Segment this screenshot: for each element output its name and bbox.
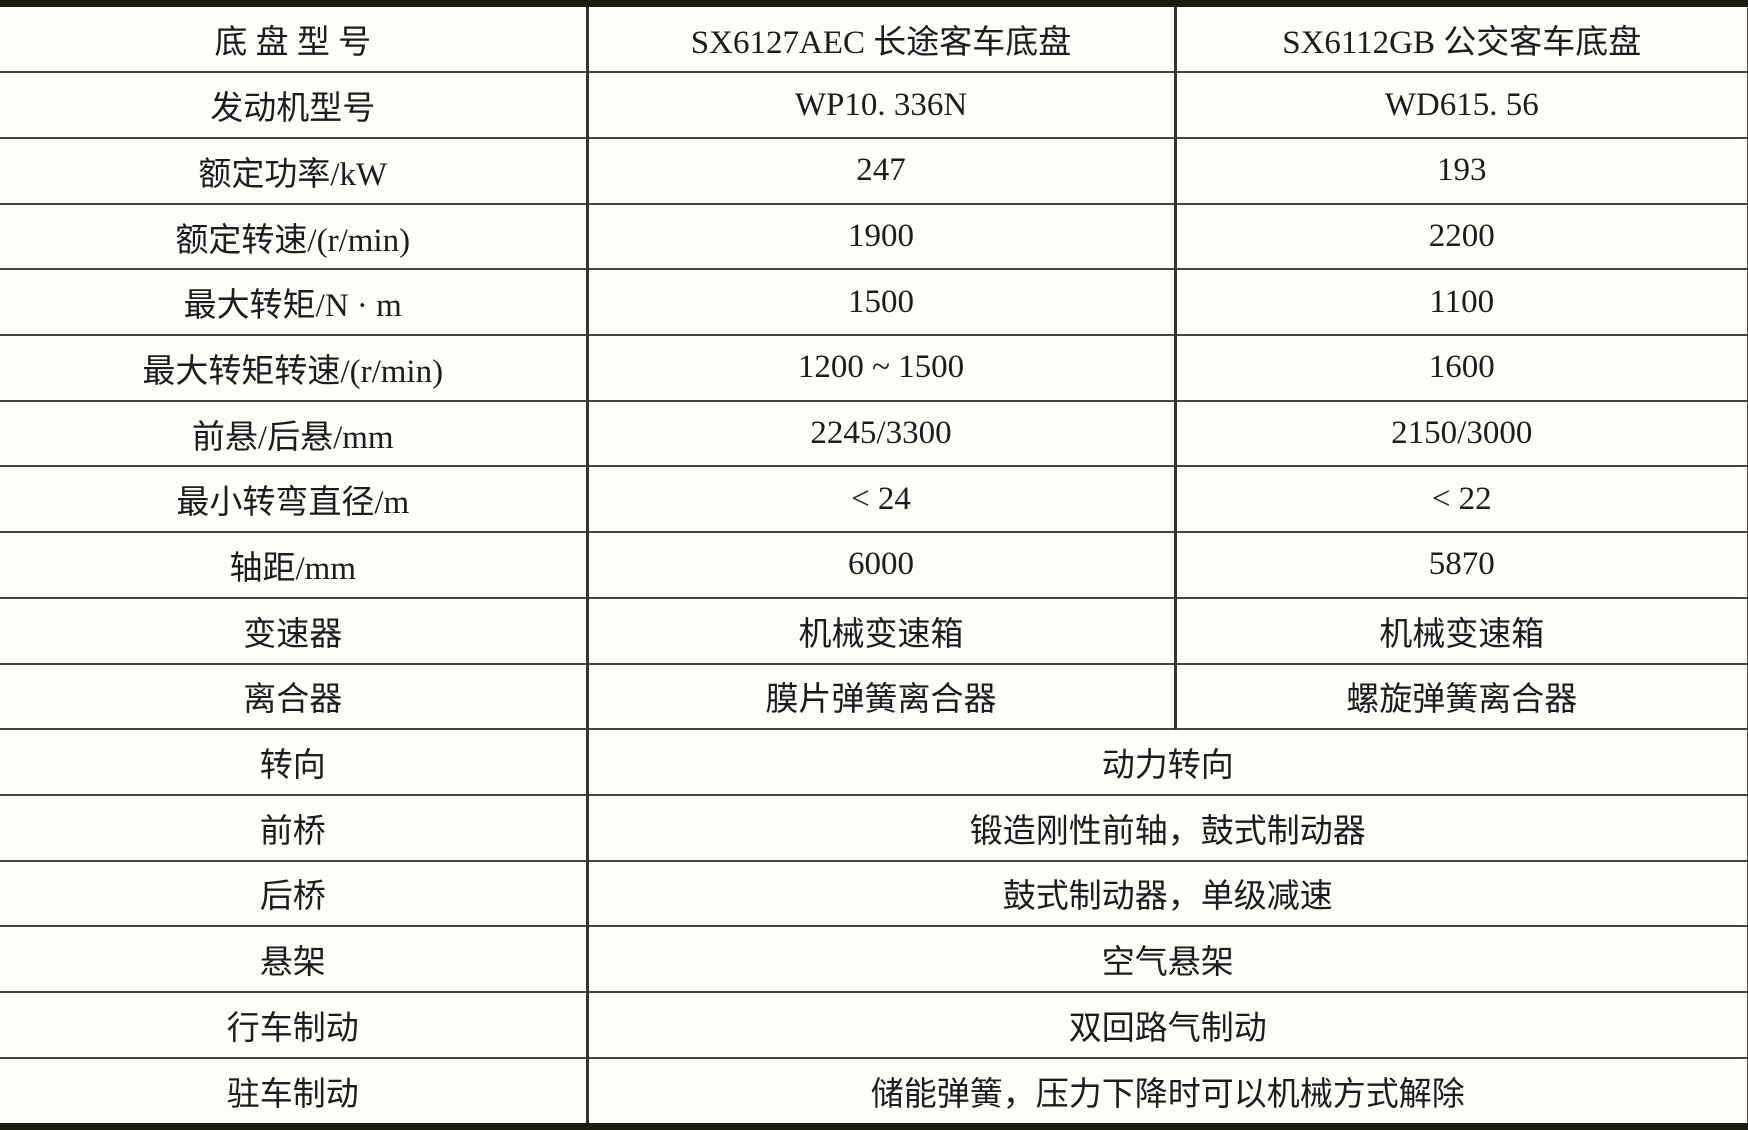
value-cell-b: 2150/3000 (1173, 399, 1748, 467)
header-model-a: SX6127AEC 长途客车底盘 (585, 3, 1175, 73)
row-label-cell: 行车制动 (0, 990, 587, 1058)
value-cell-a: 1500 (585, 268, 1175, 336)
table-header-row: 底 盘 型 号 SX6127AEC 长途客车底盘 SX6112GB 公交客车底盘 (0, 3, 1748, 73)
merged-value-cell: 锻造刚性前轴，鼓式制动器 (585, 793, 1748, 861)
table-row-merged: 转向 动力转向 (0, 728, 1748, 795)
value-cell-a: 1900 (585, 202, 1175, 270)
row-label-cell: 后桥 (0, 859, 587, 927)
table-row-merged: 前桥 锻造刚性前轴，鼓式制动器 (0, 793, 1748, 861)
table-row-merged: 悬架 空气悬架 (0, 925, 1748, 992)
row-label-cell: 前桥 (0, 793, 587, 861)
row-label-cell: 驻车制动 (0, 1056, 587, 1127)
row-label-cell: 发动机型号 (0, 71, 587, 139)
row-label-cell: 前悬/后悬/mm (0, 399, 587, 467)
merged-value-cell: 双回路气制动 (585, 990, 1748, 1058)
header-model-b: SX6112GB 公交客车底盘 (1173, 3, 1748, 73)
row-label-cell: 额定功率/kW (0, 137, 587, 204)
merged-value-cell: 鼓式制动器，单级减速 (585, 859, 1748, 927)
row-label-cell: 变速器 (0, 596, 587, 664)
value-cell-a: 2245/3300 (585, 399, 1175, 467)
table-row: 额定转速/(r/min) 1900 2200 (0, 202, 1748, 270)
table-row: 发动机型号 WP10. 336N WD615. 56 (0, 71, 1748, 139)
value-cell-b: 1600 (1173, 334, 1748, 401)
table-row: 轴距/mm 6000 5870 (0, 531, 1748, 598)
table-row-merged: 后桥 鼓式制动器，单级减速 (0, 859, 1748, 927)
value-cell-a: 机械变速箱 (585, 596, 1175, 664)
value-cell-b: 2200 (1173, 202, 1748, 270)
value-cell-a: < 24 (585, 465, 1175, 533)
table-row: 最大转矩/N · m 1500 1100 (0, 268, 1748, 336)
table-row: 前悬/后悬/mm 2245/3300 2150/3000 (0, 399, 1748, 467)
table-row-merged: 行车制动 双回路气制动 (0, 990, 1748, 1058)
value-cell-b: < 22 (1173, 465, 1748, 533)
row-label-cell: 转向 (0, 728, 587, 795)
value-cell-a: 1200 ~ 1500 (585, 334, 1175, 401)
value-cell-a: 6000 (585, 531, 1175, 598)
value-cell-b: 193 (1173, 137, 1748, 204)
table-row-merged: 驻车制动 储能弹簧，压力下降时可以机械方式解除 (0, 1056, 1748, 1127)
row-label-cell: 最大转矩转速/(r/min) (0, 334, 587, 401)
table-row: 变速器 机械变速箱 机械变速箱 (0, 596, 1748, 664)
header-chassis-model-label: 底 盘 型 号 (214, 25, 372, 62)
row-label-cell: 轴距/mm (0, 531, 587, 598)
value-cell-a: 247 (585, 137, 1175, 204)
value-cell-b: 1100 (1173, 268, 1748, 336)
table-row: 最大转矩转速/(r/min) 1200 ~ 1500 1600 (0, 334, 1748, 401)
value-cell-b: 5870 (1173, 531, 1748, 598)
row-label-cell: 最大转矩/N · m (0, 268, 587, 336)
row-label-cell: 悬架 (0, 925, 587, 992)
value-cell-a: 膜片弹簧离合器 (585, 662, 1175, 730)
merged-value-cell: 储能弹簧，压力下降时可以机械方式解除 (585, 1056, 1748, 1127)
value-cell-b: 螺旋弹簧离合器 (1173, 662, 1748, 730)
merged-value-cell: 动力转向 (585, 728, 1748, 795)
value-cell-b: 机械变速箱 (1173, 596, 1748, 664)
row-label-cell: 离合器 (0, 662, 587, 730)
table-row: 额定功率/kW 247 193 (0, 137, 1748, 204)
table-row: 离合器 膜片弹簧离合器 螺旋弹簧离合器 (0, 662, 1748, 730)
row-label-cell: 最小转弯直径/m (0, 465, 587, 533)
row-label-cell: 额定转速/(r/min) (0, 202, 587, 270)
value-cell-a: WP10. 336N (585, 71, 1175, 139)
merged-value-cell: 空气悬架 (585, 925, 1748, 992)
value-cell-b: WD615. 56 (1173, 71, 1748, 139)
table-row: 最小转弯直径/m < 24 < 22 (0, 465, 1748, 533)
